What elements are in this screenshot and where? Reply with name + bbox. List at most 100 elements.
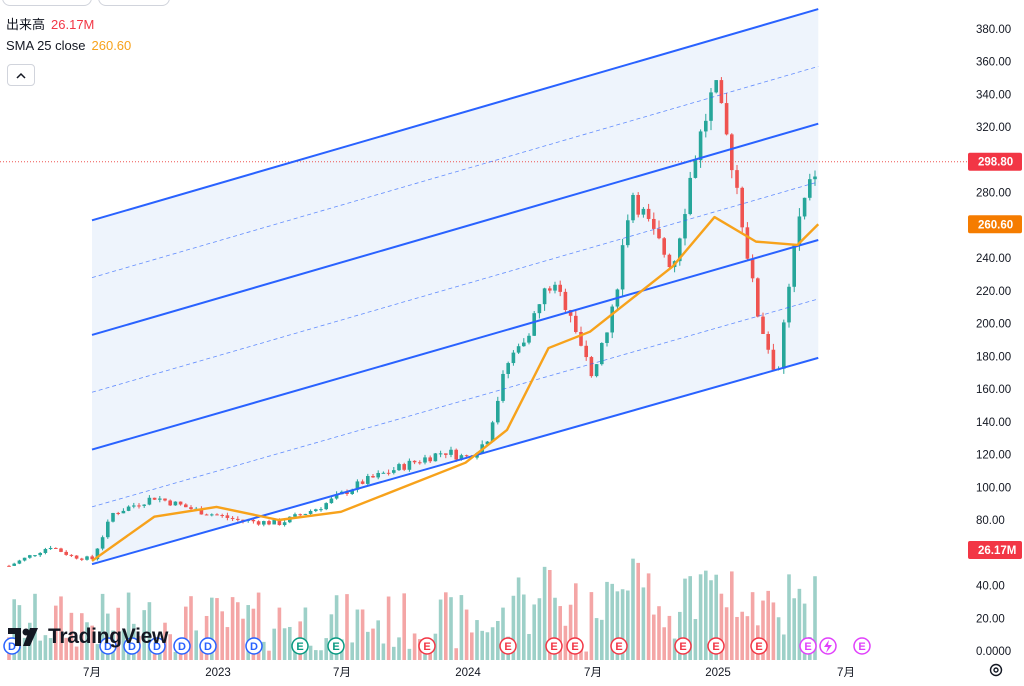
candle-body [111,512,115,522]
candle-body [168,500,172,506]
dividend-marker [245,637,263,655]
volume-bar [241,618,245,660]
candle-body [532,313,536,336]
price-tick-label: 400.00 [976,0,1011,3]
time-tick-label: 7月 [333,667,351,679]
candle-body [17,560,22,564]
candle-body [48,547,53,550]
earnings-marker-label: E [804,641,811,653]
earnings-marker [750,637,768,655]
candle-body [808,179,812,198]
candle-body [750,258,755,279]
volume-bar [33,593,37,660]
sma-legend-value: 260.60 [91,38,132,53]
dividend-marker [123,637,141,655]
volume-bar [522,594,526,660]
dividend-marker-label: D [104,641,112,653]
candle-body [568,309,573,316]
candle-body [402,464,406,470]
candle-body [158,498,162,500]
candle-body [12,563,16,566]
volume-bar [563,625,568,660]
volume-bar [594,618,599,660]
candle-body [418,462,422,464]
price-tick-label: 20.00 [976,613,1005,625]
price-tick-label: 360.00 [976,57,1011,69]
volume-bar [168,634,172,660]
volume-bar [698,574,703,660]
candle-body [100,537,105,549]
volume-bar [527,633,531,660]
volume-bar [605,581,609,660]
candle-body [579,331,583,346]
volume-bar [355,609,360,660]
volume-bar [189,596,193,660]
collapse-legend-button[interactable] [7,64,35,86]
volume-bar [652,614,656,660]
candle-body [59,548,63,552]
tradingview-logo[interactable]: TradingView [8,625,168,649]
candle-body [459,455,464,460]
sma-tag-bg [968,215,1022,234]
volume-bar [724,607,729,660]
candle-body [782,322,786,369]
channel-line-mid-lower [91,239,819,451]
settings-button[interactable] [988,662,1004,682]
earnings-marker-label: E [423,641,430,653]
candle-body [584,345,588,358]
candle-body [199,508,204,515]
candle-body [563,291,568,310]
volume-bar [558,606,562,660]
earnings-marker-label: E [296,641,303,653]
top-toolbar-pill[interactable] [2,0,92,6]
candle-body [80,558,84,560]
sma-legend[interactable]: SMA 25 close 260.60 [6,38,131,53]
price-tick-label: 380.00 [976,24,1011,36]
volume-bar [615,591,620,660]
candle-body [636,194,640,215]
dividend-marker-label: D [204,641,212,653]
tradingview-logo-icon [8,628,38,646]
volume-bar [43,635,48,660]
volume-bar [267,650,271,660]
volume-legend-value: 26.17M [51,17,95,32]
candle-body [282,522,287,526]
volume-bar [709,580,713,660]
earnings-marker-label: E [679,641,686,653]
current-price-tag-bg [968,152,1022,171]
volume-bar [485,632,490,660]
earnings-marker-label: E [858,641,865,653]
candle-body [220,515,224,517]
current-price-tag: 298.80 [978,157,1013,169]
candle-body [641,208,646,215]
volume-bar [688,576,692,660]
earnings-marker-label: E [550,641,557,653]
volume-bar [210,597,214,660]
top-toolbar-pill[interactable] [98,0,170,6]
candle-body [43,549,48,553]
volume-bar [438,599,443,660]
volume-bar [782,634,786,660]
price-tick-label: 340.00 [976,89,1011,101]
price-tick-label: 220.00 [976,286,1011,298]
volume-bar [766,590,770,660]
candle-body [589,357,594,377]
volume-bar [553,597,557,660]
chevron-up-icon [16,72,26,79]
candle-body [490,422,495,442]
volume-bar [392,646,396,660]
candle-body [272,519,276,525]
volume-legend[interactable]: 出来高 26.17M [6,14,94,33]
volume-bar [288,626,292,660]
earnings-marker-label: E [615,641,622,653]
candle-body [308,511,313,514]
candle-body [574,315,578,332]
candle-body [392,470,396,473]
candle-body [256,521,261,525]
volume-bar [147,602,152,660]
volume-bar [215,598,219,660]
candle-body [433,453,438,462]
candle-body [204,514,209,516]
volume-bar [22,637,27,660]
